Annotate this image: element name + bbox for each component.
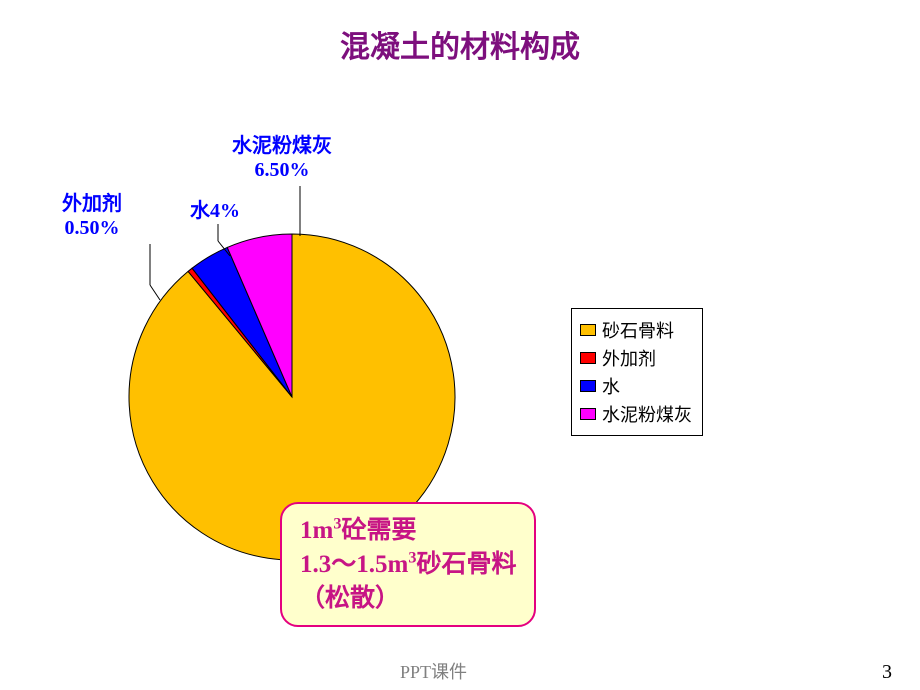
legend-swatch-0 <box>580 324 596 336</box>
legend-swatch-1 <box>580 352 596 364</box>
legend-item-1: 外加剂 <box>580 345 692 371</box>
footer-text: PPT课件 <box>400 658 467 684</box>
legend-label-1: 外加剂 <box>602 345 656 371</box>
legend-item-2: 水 <box>580 373 692 399</box>
legend-swatch-3 <box>580 408 596 420</box>
legend-label-2: 水 <box>602 373 620 399</box>
leader-line-1 <box>150 285 160 300</box>
pie-label-0: 外加剂0.50% <box>62 192 122 240</box>
page-number: 3 <box>882 661 892 684</box>
legend-item-0: 砂石骨料 <box>580 317 692 343</box>
legend-label-0: 砂石骨料 <box>602 317 674 343</box>
legend: 砂石骨料外加剂水水泥粉煤灰 <box>571 308 703 436</box>
legend-item-3: 水泥粉煤灰 <box>580 401 692 427</box>
legend-label-3: 水泥粉煤灰 <box>602 401 692 427</box>
legend-swatch-2 <box>580 380 596 392</box>
pie-label-1: 水4% <box>190 199 240 223</box>
callout-box: 1m3砼需要1.3～1.5m3砂石骨料（松散） <box>280 502 536 627</box>
pie-label-2: 水泥粉煤灰6.50% <box>232 134 332 182</box>
